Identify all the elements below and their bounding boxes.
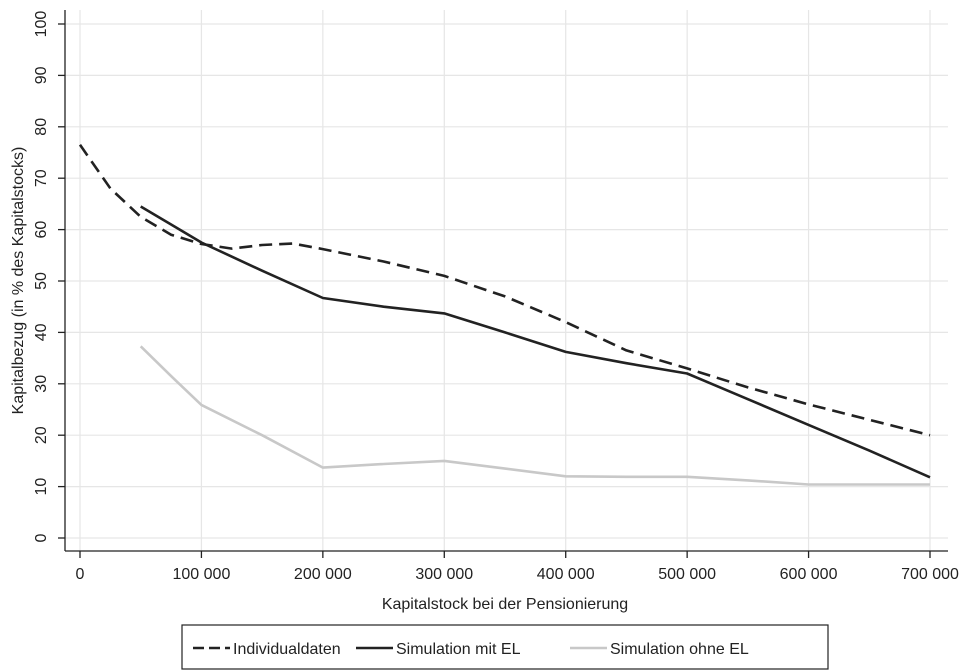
x-tick-label-3: 300 000 xyxy=(415,566,473,583)
legend-label-simulation-mit-el: Simulation mit EL xyxy=(396,641,521,658)
y-tick-label-5: 50 xyxy=(33,272,50,290)
legend-label-simulation-ohne-el: Simulation ohne EL xyxy=(610,641,749,658)
legend-box xyxy=(181,624,829,670)
series-line-individualdaten xyxy=(78,144,931,437)
y-tick-label-0: 0 xyxy=(33,533,50,542)
y-tick-label-2: 20 xyxy=(33,426,50,444)
x-tick-label-5: 500 000 xyxy=(658,566,716,583)
legend-label-individualdaten: Individualdaten xyxy=(233,641,341,658)
x-tick-label-1: 100 000 xyxy=(173,566,231,583)
series-lines xyxy=(78,144,931,486)
y-tick-label-7: 70 xyxy=(33,169,50,187)
y-tick-label-8: 80 xyxy=(33,118,50,136)
series-line-simulation-mit-el xyxy=(140,205,931,479)
x-tick-label-6: 600 000 xyxy=(780,566,838,583)
y-axis-ticks: 0 10 20 30 40 50 60 70 80 90 100 xyxy=(33,11,65,542)
x-axis-ticks: 0 100 000 200 000 300 000 400 000 500 000 600 … xyxy=(76,551,959,583)
grid-lines xyxy=(65,10,948,551)
y-tick-label-10: 100 xyxy=(33,11,50,38)
series-line-simulation-ohne-el xyxy=(139,345,930,486)
x-tick-label-0: 0 xyxy=(76,566,85,583)
y-tick-label-4: 40 xyxy=(33,323,50,341)
y-tick-label-3: 30 xyxy=(33,375,50,393)
legend: Individualdaten Simulation mit EL Simulati… xyxy=(181,624,829,670)
y-tick-label-6: 60 xyxy=(33,221,50,239)
x-axis-title: Kapitalstock bei der Pensionierung xyxy=(382,596,628,613)
y-tick-label-9: 90 xyxy=(33,66,50,84)
y-tick-label-1: 10 xyxy=(33,478,50,496)
x-tick-label-4: 400 000 xyxy=(537,566,595,583)
x-tick-label-2: 200 000 xyxy=(294,566,352,583)
y-axis-title: Kapitalbezug (in % des Kapitalstocks) xyxy=(10,147,27,415)
x-tick-label-7: 700 000 xyxy=(901,566,959,583)
